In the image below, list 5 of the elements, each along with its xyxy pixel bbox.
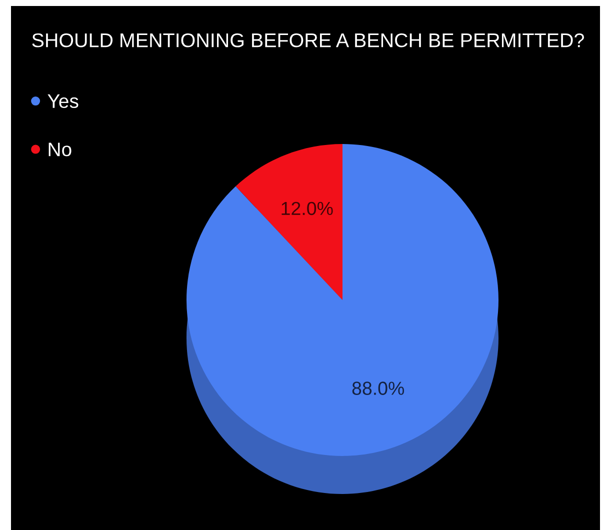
chart-title: SHOULD MENTIONING BEFORE A BENCH BE PERMITTED? — [32, 33, 584, 48]
legend-label: No — [48, 142, 72, 156]
data-label: 88.0% — [352, 382, 404, 395]
legend-label: Yes — [48, 94, 78, 108]
data-label: 12.0% — [282, 202, 333, 216]
